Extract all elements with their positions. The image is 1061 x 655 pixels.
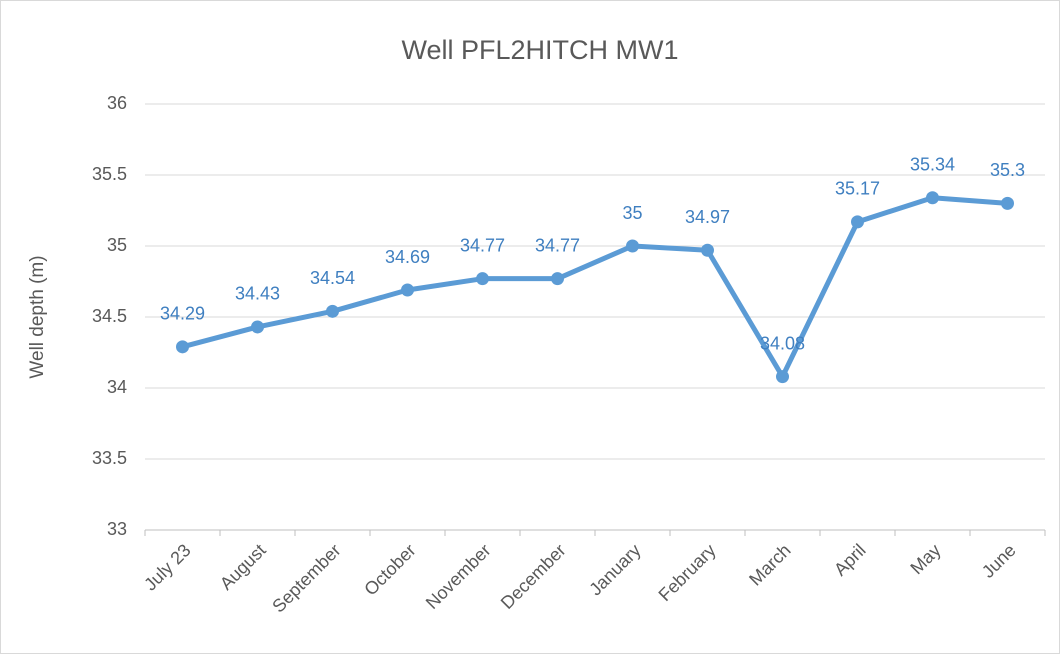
y-tick-label: 33.5 <box>92 448 127 468</box>
y-tick-label: 33 <box>107 519 127 539</box>
y-tick-label: 35 <box>107 235 127 255</box>
y-tick-label: 36 <box>107 93 127 113</box>
data-label: 34.54 <box>310 268 355 288</box>
data-point <box>551 272 564 286</box>
data-point <box>851 215 864 229</box>
data-label: 34.77 <box>535 235 580 255</box>
data-point <box>476 272 489 286</box>
data-label: 35 <box>622 203 642 223</box>
y-tick-label: 34 <box>107 377 127 397</box>
data-label: 34.08 <box>760 333 805 353</box>
data-label: 34.29 <box>160 304 205 324</box>
data-label: 35.17 <box>835 179 880 199</box>
data-point <box>926 191 939 205</box>
data-label: 34.69 <box>385 247 430 267</box>
y-axis-label: Well depth (m) <box>27 255 48 378</box>
data-point <box>776 370 789 384</box>
data-label: 34.43 <box>235 284 280 304</box>
data-label: 35.3 <box>990 160 1025 180</box>
chart-title: Well PFL2HITCH MW1 <box>401 35 678 65</box>
data-point <box>1001 196 1014 210</box>
y-tick-label: 35.5 <box>92 164 127 184</box>
data-point <box>701 243 714 257</box>
data-point <box>176 340 189 354</box>
data-label: 34.77 <box>460 235 505 255</box>
data-point <box>251 320 264 334</box>
series-line <box>181 195 1008 380</box>
data-label: 34.97 <box>685 207 730 227</box>
data-point <box>626 239 639 253</box>
data-label: 35.34 <box>910 154 955 174</box>
y-tick-label: 34.5 <box>92 306 127 326</box>
data-point <box>326 304 339 318</box>
data-point <box>401 283 414 297</box>
